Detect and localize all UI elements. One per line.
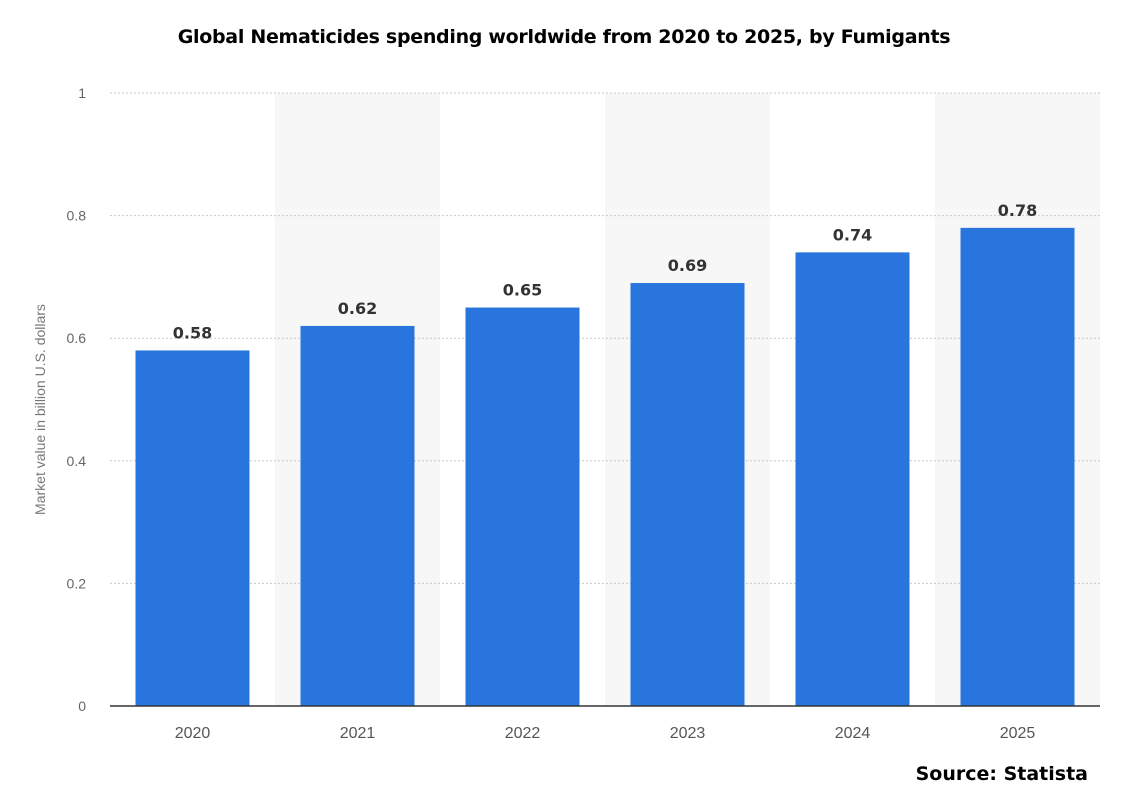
x-tick-label-2022: 2022 xyxy=(505,725,541,742)
y-tick-label: 0.6 xyxy=(67,330,87,346)
source-note: Source: Statista xyxy=(915,763,1088,785)
bar-2025 xyxy=(960,227,1075,707)
x-tick-label-2024: 2024 xyxy=(835,725,871,742)
bar-2021 xyxy=(300,325,415,706)
data-label-2023: 0.69 xyxy=(668,256,707,275)
data-label-2022: 0.65 xyxy=(503,281,542,300)
data-label-2024: 0.74 xyxy=(833,225,872,244)
y-tick-label: 0.4 xyxy=(67,453,87,469)
y-tick-label: 0 xyxy=(78,698,86,714)
chart-title: Global Nematicides spending worldwide fr… xyxy=(177,26,951,48)
bar-2023 xyxy=(630,283,745,706)
data-label-2021: 0.62 xyxy=(338,299,377,318)
x-axis-ticks: 2020 2021 2022 2023 2024 2025 xyxy=(175,725,1036,742)
data-label-2025: 0.78 xyxy=(998,201,1037,220)
y-tick-label: 0.8 xyxy=(67,208,87,224)
y-axis-title: Market value in billion U.S. dollars xyxy=(32,304,48,515)
data-label-2020: 0.58 xyxy=(173,323,212,342)
y-axis-ticks: 0 0.2 0.4 0.6 0.8 1 xyxy=(67,85,87,714)
bar-2024 xyxy=(795,252,910,706)
bar-2022 xyxy=(465,307,580,706)
bar-2020 xyxy=(135,350,250,706)
y-tick-label: 1 xyxy=(78,85,86,101)
x-tick-label-2021: 2021 xyxy=(340,725,376,742)
data-labels: 0.58 0.62 0.65 0.69 0.74 0.78 xyxy=(173,201,1037,343)
y-tick-label: 0.2 xyxy=(67,575,87,591)
gridlines xyxy=(110,92,1100,584)
x-tick-label-2023: 2023 xyxy=(670,725,706,742)
x-tick-label-2025: 2025 xyxy=(1000,725,1036,742)
bars xyxy=(135,227,1075,707)
x-tick-label-2020: 2020 xyxy=(175,725,211,742)
